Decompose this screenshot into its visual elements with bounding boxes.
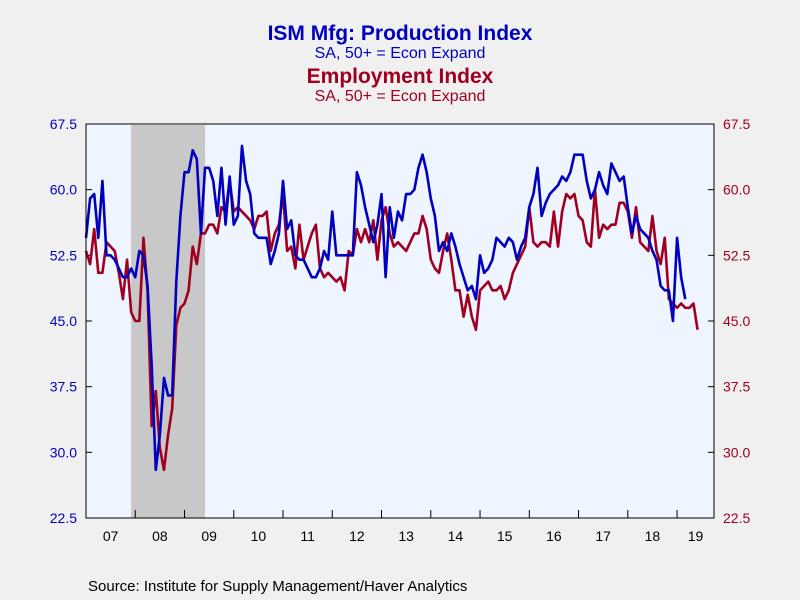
- titles: ISM Mfg: Production Index SA, 50+ = Econ…: [268, 22, 533, 105]
- y-tick-label-left: 22.5: [50, 510, 77, 526]
- x-tick-label: 14: [448, 528, 464, 544]
- y-tick-label-right: 30.0: [723, 444, 750, 460]
- x-tick-label: 16: [546, 528, 562, 544]
- y-tick-label-right: 45.0: [723, 313, 750, 329]
- y-tick-label-left: 45.0: [50, 313, 77, 329]
- y-tick-label-right: 67.5: [723, 116, 750, 132]
- y-tick-label-right: 60.0: [723, 182, 750, 198]
- x-tick-label: 08: [152, 528, 168, 544]
- x-axis: 07 08 09 10 11 12 13 14 15 16 17 18 19: [103, 510, 704, 544]
- y-tick-label-left: 52.5: [50, 247, 77, 263]
- series-line-employment: [84, 179, 699, 472]
- x-tick-label: 19: [688, 528, 704, 544]
- y-tick-label-left: 37.5: [50, 379, 77, 395]
- chart-title-employment: Employment Index: [307, 65, 494, 88]
- x-tick-label: 17: [595, 528, 611, 544]
- recession-band: [131, 125, 206, 518]
- chart-subtitle-production: SA, 50+ = Econ Expand: [315, 45, 486, 62]
- x-tick-label: 09: [201, 528, 217, 544]
- y-tick-label-right: 52.5: [723, 247, 750, 263]
- series-lines: [84, 144, 699, 472]
- x-tick-label: 07: [103, 528, 119, 544]
- chart-title-production: ISM Mfg: Production Index: [268, 22, 533, 45]
- series-line-production: [84, 144, 687, 472]
- chart-subtitle-employment: SA, 50+ = Econ Expand: [315, 88, 486, 105]
- y-tick-label-left: 60.0: [50, 182, 77, 198]
- x-tick-label: 12: [349, 528, 365, 544]
- x-tick-label: 10: [251, 528, 267, 544]
- left-axis: 22.5 30.0 37.5 45.0 52.5 60.0 67.5: [50, 116, 92, 526]
- x-tick-label: 13: [398, 528, 414, 544]
- x-tick-label: 18: [645, 528, 661, 544]
- y-tick-label-right: 22.5: [723, 510, 750, 526]
- x-tick-label: 11: [300, 528, 315, 544]
- source-note: Source: Institute for Supply Management/…: [88, 578, 467, 595]
- y-tick-label-right: 37.5: [723, 379, 750, 395]
- y-tick-label-left: 67.5: [50, 116, 77, 132]
- x-tick-label: 15: [497, 528, 513, 544]
- y-tick-label-left: 30.0: [50, 444, 77, 460]
- right-axis: 22.5 30.0 37.5 45.0 52.5 60.0 67.5: [708, 116, 750, 526]
- plot-frame: [85, 123, 715, 519]
